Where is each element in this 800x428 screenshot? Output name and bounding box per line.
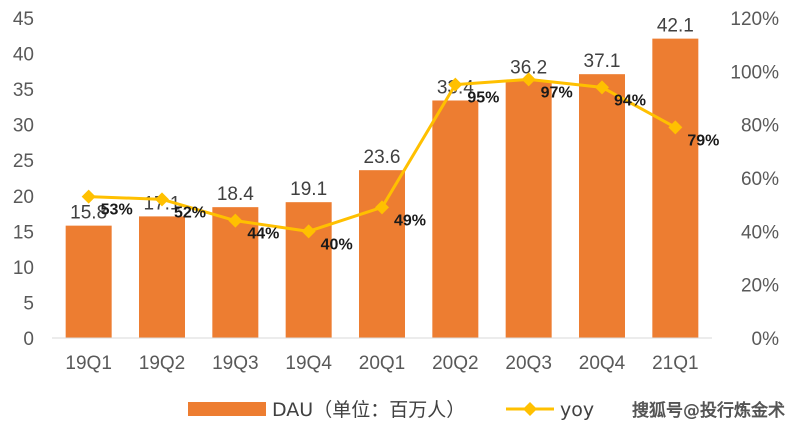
left-axis-tick-label: 30: [13, 116, 34, 137]
x-axis-tick-label: 19Q3: [212, 353, 258, 374]
yoy-value-label: 49%: [394, 212, 426, 229]
watermark: 搜狐号@投行炼金术: [632, 400, 785, 421]
yoy-marker-19Q3: [228, 213, 243, 228]
legend-bar-label: DAU（单位：百万人）: [272, 399, 465, 421]
left-axis-tick-label: 40: [13, 45, 34, 66]
yoy-marker-20Q2: [448, 77, 463, 92]
yoy-marker-19Q4: [301, 224, 316, 239]
left-axis-tick-label: 45: [13, 9, 34, 30]
bar-19Q2: [139, 216, 185, 338]
x-axis: 19Q1 19Q2 19Q3 19Q4 20Q1 20Q2 20Q3 20Q4 21Q1: [52, 337, 712, 374]
right-axis-tick-label: 40%: [741, 222, 779, 243]
bar-19Q4: [285, 202, 332, 338]
bar-20Q2: [432, 100, 479, 338]
yoy-marker-20Q4: [595, 80, 609, 95]
bar-20Q3: [505, 80, 552, 339]
yoy-value-labels: 53% 52% 44% 40% 49% 95% 97% 94% 79%: [101, 84, 720, 253]
left-axis-tick-label: 5: [23, 293, 34, 314]
right-axis-tick-label: 0%: [752, 329, 780, 350]
left-axis-tick-label: 10: [13, 258, 34, 279]
right-y-axis: 0% 20% 40% 60% 80% 100% 120%: [730, 9, 779, 350]
left-axis-tick-label: 35: [13, 80, 34, 101]
bar-21Q1: [652, 38, 699, 338]
yoy-value-label: 53%: [101, 202, 133, 219]
x-axis-tick-label: 19Q1: [65, 353, 111, 374]
bar-19Q3: [212, 207, 259, 338]
yoy-value-label: 95%: [467, 90, 499, 107]
right-axis-tick-label: 120%: [730, 9, 779, 30]
legend-line-label: yoy: [560, 399, 594, 421]
yoy-value-label: 97%: [541, 84, 573, 101]
x-axis-tick-label: 20Q3: [505, 353, 551, 374]
left-axis-tick-label: 15: [13, 222, 34, 243]
bar-value-label: 23.6: [364, 147, 401, 168]
yoy-value-label: 94%: [614, 92, 646, 109]
bar-value-label: 37.1: [584, 51, 621, 72]
yoy-marker-19Q2: [155, 192, 169, 207]
yoy-value-label: 79%: [687, 132, 719, 149]
yoy-line-series: [81, 72, 683, 239]
bar-value-label: 42.1: [657, 16, 694, 37]
right-axis-tick-label: 80%: [741, 116, 779, 137]
yoy-value-label: 52%: [174, 204, 206, 221]
x-axis-tick-label: 19Q4: [285, 353, 332, 374]
x-axis-tick-label: 19Q2: [139, 353, 185, 374]
bar-19Q1: [65, 225, 112, 338]
yoy-marker-21Q1: [668, 120, 683, 135]
yoy-marker-20Q3: [521, 72, 536, 87]
right-axis-tick-label: 20%: [741, 276, 779, 297]
bar-20Q1: [359, 170, 405, 338]
legend-line-marker: [523, 402, 537, 416]
x-axis-tick-label: 21Q1: [652, 353, 698, 374]
x-axis-tick-label: 20Q2: [432, 353, 478, 374]
legend-bar-swatch: [188, 402, 266, 416]
right-axis-tick-label: 60%: [741, 169, 779, 190]
yoy-marker-20Q1: [375, 200, 389, 215]
left-axis-tick-label: 0: [23, 329, 34, 350]
bar-value-label: 19.1: [290, 179, 327, 200]
left-axis-tick-label: 20: [13, 187, 34, 208]
x-axis-tick-label: 20Q1: [359, 353, 405, 374]
legend: DAU（单位：百万人） yoy: [188, 399, 594, 421]
bar-value-label: 15.8: [70, 203, 107, 224]
yoy-value-label: 44%: [247, 226, 279, 243]
bar-value-label: 18.4: [217, 184, 254, 205]
left-axis-tick-label: 25: [13, 151, 34, 172]
bar-20Q4: [579, 74, 625, 338]
bar-value-label: 36.2: [510, 58, 547, 79]
yoy-marker-19Q1: [81, 189, 96, 204]
x-axis-tick-label: 20Q4: [579, 353, 626, 374]
left-y-axis: 0 5 10 15 20 25 30 35 40 45: [13, 9, 34, 350]
right-axis-tick-label: 100%: [730, 62, 779, 83]
yoy-value-label: 40%: [321, 236, 353, 253]
